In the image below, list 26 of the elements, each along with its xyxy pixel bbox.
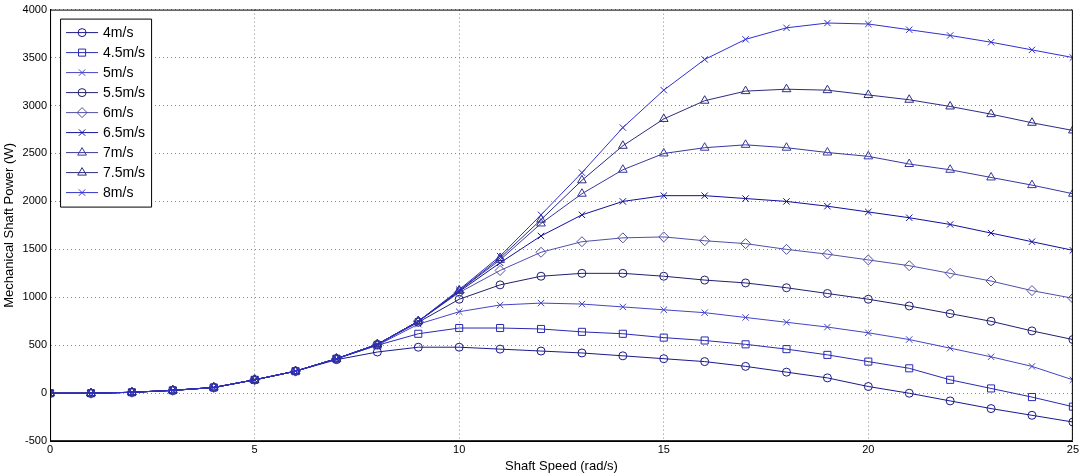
- legend-label: 6m/s: [103, 104, 134, 121]
- legend-label: 6.5m/s: [103, 124, 146, 141]
- y-tick-label: 3500: [22, 50, 48, 63]
- x-tick-label: 5: [251, 442, 258, 455]
- y-axis-title: Mechanical Shaft Power (W): [1, 143, 17, 308]
- y-tick-label: 4000: [22, 2, 48, 15]
- legend-label: 7m/s: [103, 144, 134, 161]
- legend-label: 8m/s: [103, 184, 134, 201]
- y-tick-label: -500: [25, 434, 48, 447]
- legend-label: 5m/s: [103, 64, 134, 81]
- y-tick-label: 1500: [22, 242, 48, 255]
- x-tick-label: 20: [862, 442, 875, 455]
- y-tick-label: 2500: [22, 146, 48, 159]
- legend-label: 4m/s: [103, 24, 134, 41]
- y-tick-label: 2000: [22, 194, 48, 207]
- x-tick-label: 10: [453, 442, 466, 455]
- x-tick-label: 15: [657, 442, 670, 455]
- legend-label: 4.5m/s: [103, 44, 146, 61]
- x-tick-label: 25: [1066, 442, 1080, 455]
- y-tick-label: 3000: [22, 98, 48, 111]
- y-tick-label: 500: [28, 338, 48, 351]
- x-axis-title: Shaft Speed (rad/s): [505, 457, 618, 473]
- y-tick-label: 1000: [22, 290, 48, 303]
- y-tick-label: 0: [40, 386, 48, 399]
- legend-label: 5.5m/s: [103, 84, 146, 101]
- legend-label: 7.5m/s: [103, 164, 146, 181]
